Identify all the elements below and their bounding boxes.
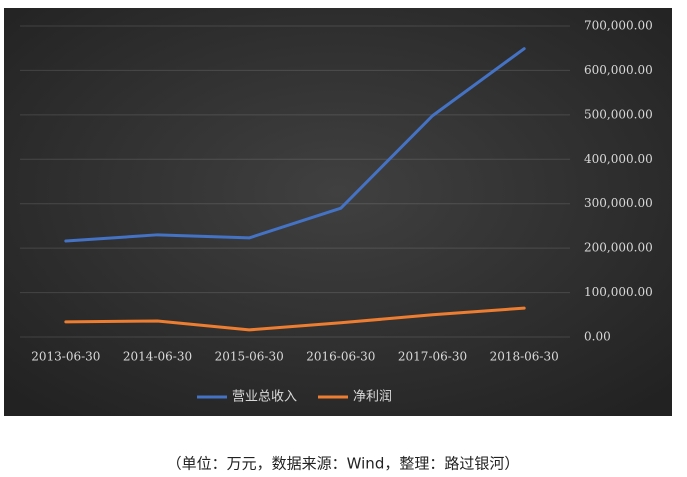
y-tick-label: 100,000.00 (584, 285, 653, 299)
legend-label: 营业总收入 (232, 390, 297, 405)
caption: （单位：万元，数据来源：Wind，整理：路过银河） (167, 455, 520, 473)
y-tick-label: 400,000.00 (584, 152, 653, 166)
series-line (64, 306, 526, 332)
x-tick-label: 2013-06-30 (31, 350, 100, 364)
chart: 0.00 100,000.00 200,000.00 300,000.00 400,00… (20, 19, 653, 405)
x-tick-label: 2014-06-30 (123, 350, 192, 364)
y-tick-label: 600,000.00 (584, 63, 653, 77)
y-tick-label: 200,000.00 (584, 241, 653, 255)
y-tick-label: 300,000.00 (584, 196, 653, 210)
x-tick-label: 2018-06-30 (490, 350, 559, 364)
legend-label: 净利润 (353, 390, 392, 405)
x-tick-label: 2017-06-30 (398, 350, 467, 364)
chart-background (4, 8, 672, 416)
series-line (64, 47, 526, 243)
x-tick-label: 2016-06-30 (306, 350, 375, 364)
y-tick-label: 700,000.00 (584, 19, 653, 33)
y-tick-label: 0.00 (584, 330, 611, 344)
y-tick-label: 500,000.00 (584, 107, 653, 121)
x-tick-label: 2015-06-30 (215, 350, 284, 364)
